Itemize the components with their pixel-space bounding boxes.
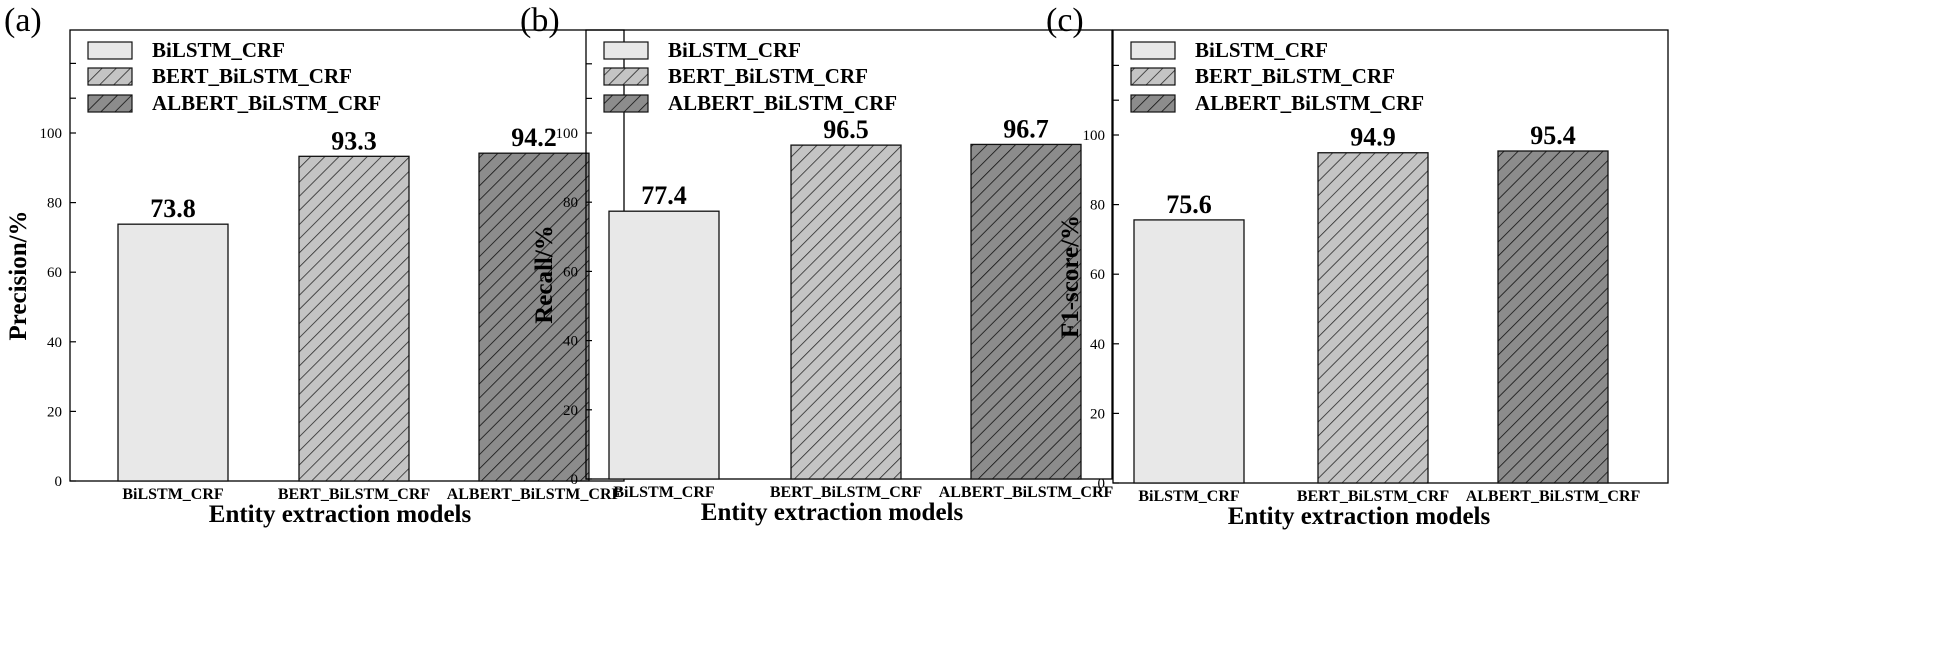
y-tick-label: 80 [563,195,578,211]
y-tick-label: 20 [1090,406,1105,422]
legend-label: BERT_BiLSTM_CRF [668,64,868,88]
panels-group: (a) 0 20 40 60 80 100 Precision/% 73.8 BiLSTM_CRF… [4,2,1669,530]
chart-panel-a: (a) 0 20 40 60 80 100 Precision/% 73.8 BiLSTM_CRF… [4,2,625,528]
y-tick-label: 0 [1098,476,1106,492]
y-tick-label: 0 [571,472,579,488]
legend-swatch [1130,94,1176,113]
bar-bilstm-crf [1133,219,1245,484]
bar-albert-bilstm-crf [478,152,590,482]
bar-bert-bilstm-crf [1317,152,1429,484]
legend-swatch [603,94,649,113]
legend-label: BiLSTM_CRF [152,38,285,62]
x-axis-title: Entity extraction models [209,501,472,528]
y-tick-label: 20 [47,404,62,420]
value-label: 96.7 [1003,114,1049,143]
panel-label: (a) [4,2,42,39]
bar-bilstm-crf [608,210,720,480]
y-axis-title: F1-score/% [1057,215,1084,338]
y-axis-title: Recall/% [531,225,558,324]
x-tick-label: ALBERT_BiLSTM_CRF [1466,488,1641,505]
y-tick-label: 60 [1090,267,1105,283]
legend-label: ALBERT_BiLSTM_CRF [1195,91,1424,115]
y-tick-label: 40 [1090,337,1105,353]
legend-label: BiLSTM_CRF [668,38,801,62]
x-axis-title: Entity extraction models [701,499,964,526]
value-label: 96.5 [823,115,869,144]
x-axis-title: Entity extraction models [1228,503,1491,530]
bar-bert-bilstm-crf [298,155,410,482]
y-tick-label: 60 [47,265,62,281]
x-tick-label: BERT_BiLSTM_CRF [1297,488,1450,505]
value-label: 95.4 [1530,121,1576,150]
legend-swatch [87,94,133,113]
bar-bert-bilstm-crf [790,144,902,480]
y-tick-label: 80 [47,196,62,212]
panel-label: (b) [520,2,560,39]
chart-panel-b: (b) 0 20 40 60 80 100 Recall/% 77.4 BiLSTM_CRF 96.… [520,2,1114,526]
legend-swatch [1130,67,1176,86]
x-tick-label: BERT_BiLSTM_CRF [770,484,923,501]
y-axis-title: Precision/% [5,210,32,340]
panel-label: (c) [1046,2,1084,39]
x-tick-label: ALBERT_BiLSTM_CRF [447,486,622,503]
legend-swatch [603,41,649,60]
bar-albert-bilstm-crf [1497,150,1609,484]
x-tick-label: BERT_BiLSTM_CRF [278,486,431,503]
legend-swatch [1130,41,1176,60]
legend-swatch [87,67,133,86]
legend-label: BERT_BiLSTM_CRF [1195,64,1395,88]
legend-label: BERT_BiLSTM_CRF [152,64,352,88]
bar-albert-bilstm-crf [970,143,1082,480]
y-tick-label: 100 [1083,128,1106,144]
value-label: 93.3 [331,126,377,155]
y-tick-label: 60 [563,264,578,280]
value-label: 75.6 [1166,190,1212,219]
value-label: 94.2 [511,123,557,152]
value-label: 94.9 [1350,123,1396,152]
y-tick-label: 20 [563,403,578,419]
legend-swatch [87,41,133,60]
legend-swatch [603,67,649,86]
chart-panel-c: (c) 0 20 40 60 80 100 F1-score/% 75.6 BiLSTM_CRF 9… [1046,2,1669,530]
legend-label: ALBERT_BiLSTM_CRF [668,91,897,115]
value-label: 73.8 [150,194,196,223]
y-tick-label: 40 [563,334,578,350]
y-tick-label: 100 [556,126,579,142]
x-tick-label: BiLSTM_CRF [1138,488,1240,505]
y-tick-label: 40 [47,335,62,351]
x-tick-label: ALBERT_BiLSTM_CRF [939,484,1114,501]
y-tick-label: 0 [55,474,63,490]
legend-label: BiLSTM_CRF [1195,38,1328,62]
legend-label: ALBERT_BiLSTM_CRF [152,91,381,115]
value-label: 77.4 [641,181,687,210]
x-tick-label: BiLSTM_CRF [613,484,715,501]
x-tick-label: BiLSTM_CRF [122,486,224,503]
y-tick-label: 100 [40,126,63,142]
y-tick-label: 80 [1090,198,1105,214]
bar-bilstm-crf [117,223,229,482]
